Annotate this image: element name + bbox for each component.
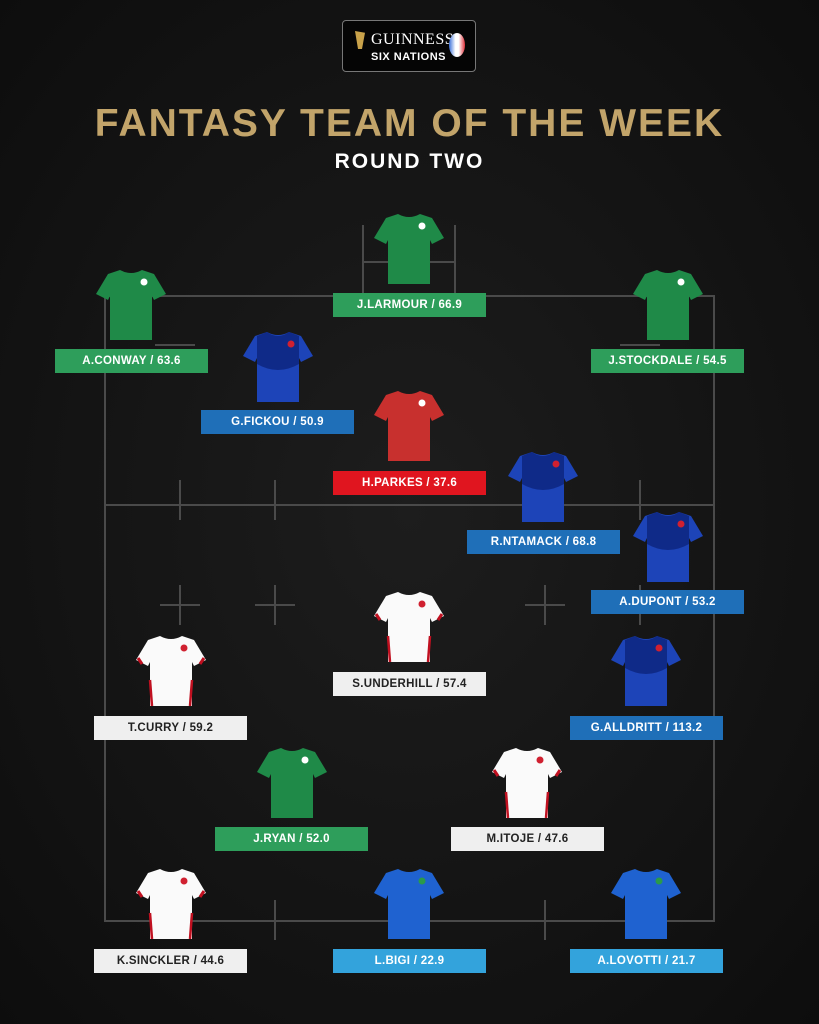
- jersey-italy: [611, 867, 681, 941]
- player-label: T.CURRY / 59.2: [94, 716, 247, 740]
- player-label: J.STOCKDALE / 54.5: [591, 349, 744, 373]
- jersey-france: [243, 330, 313, 404]
- player-label: R.NTAMACK / 68.8: [467, 530, 620, 554]
- player-label: K.SINCKLER / 44.6: [94, 949, 247, 973]
- player-label: A.DUPONT / 53.2: [591, 590, 744, 614]
- jersey-france: [633, 510, 703, 584]
- jersey-ireland: [96, 268, 166, 342]
- guinness-six-nations-logo: GUINNESS SIX NATIONS: [342, 20, 476, 72]
- harp-icon: [355, 31, 365, 49]
- player-label: G.FICKOU / 50.9: [201, 410, 354, 434]
- jersey-italy: [374, 867, 444, 941]
- jersey-ireland: [633, 268, 703, 342]
- rugby-ball-icon: [449, 33, 465, 57]
- player-label: J.RYAN / 52.0: [215, 827, 368, 851]
- player-label: A.CONWAY / 63.6: [55, 349, 208, 373]
- jersey-ireland: [374, 212, 444, 286]
- jersey-england: [492, 746, 562, 820]
- player-label: L.BIGI / 22.9: [333, 949, 486, 973]
- player-label: G.ALLDRITT / 113.2: [570, 716, 723, 740]
- player-label: A.LOVOTTI / 21.7: [570, 949, 723, 973]
- jersey-wales: [374, 389, 444, 463]
- player-label: J.LARMOUR / 66.9: [333, 293, 486, 317]
- jersey-ireland: [257, 746, 327, 820]
- page-title: FANTASY TEAM OF THE WEEK: [94, 102, 725, 145]
- jersey-england: [136, 867, 206, 941]
- logo-brand: GUINNESS: [371, 31, 455, 48]
- jersey-france: [611, 634, 681, 708]
- player-label: M.ITOJE / 47.6: [451, 827, 604, 851]
- jersey-france: [508, 450, 578, 524]
- page-subtitle: ROUND TWO: [334, 150, 485, 173]
- player-label: S.UNDERHILL / 57.4: [333, 672, 486, 696]
- player-label: H.PARKES / 37.6: [333, 471, 486, 495]
- jersey-england: [374, 590, 444, 664]
- jersey-england: [136, 634, 206, 708]
- logo-sub: SIX NATIONS: [371, 51, 446, 63]
